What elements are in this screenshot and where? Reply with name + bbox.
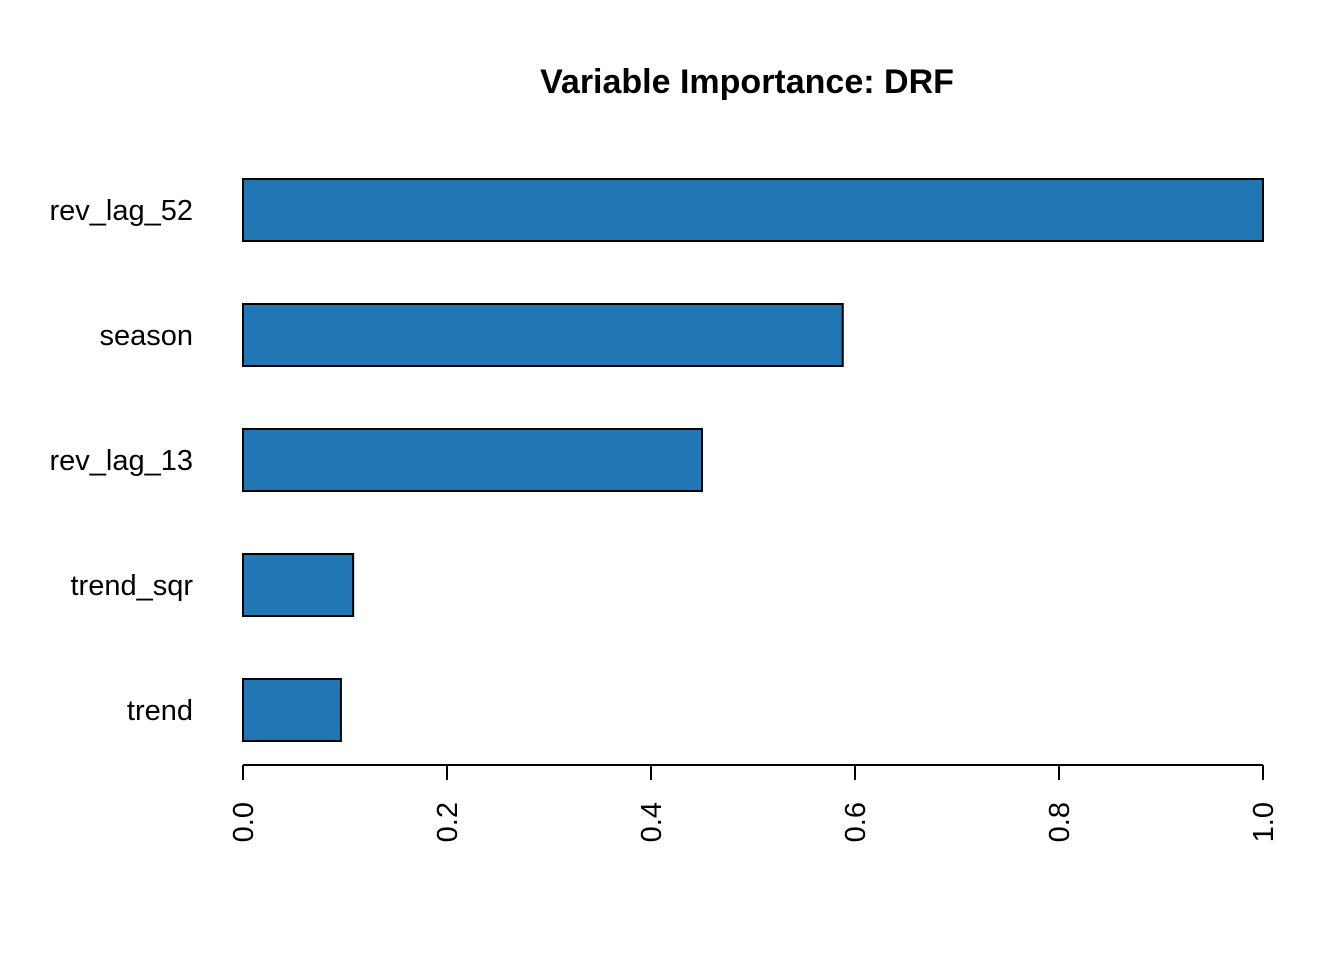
x-tick-label: 0.4 [636, 802, 668, 842]
category-label: rev_lag_52 [50, 195, 194, 227]
chart-title: Variable Importance: DRF [540, 63, 954, 101]
bars-group [242, 178, 1264, 742]
category-label: season [99, 320, 193, 352]
x-tick-label: 0.8 [1044, 802, 1076, 842]
category-label: rev_lag_13 [50, 445, 194, 477]
x-tick-label: 0.6 [840, 802, 872, 842]
bar-season [242, 303, 844, 367]
bar-trend-sqr [242, 553, 355, 617]
category-label: trend [127, 695, 193, 727]
x-tick-label: 1.0 [1248, 802, 1280, 842]
x-axis: 0.0 0.2 0.4 0.6 0.8 1.0 [228, 764, 1280, 842]
x-tick-label: 0.2 [432, 802, 464, 842]
bar-rev-lag-52 [242, 178, 1264, 242]
bar-trend [242, 678, 342, 742]
bar-rev-lag-13 [242, 428, 703, 492]
category-label: trend_sqr [70, 570, 193, 602]
x-tick-label: 0.0 [228, 802, 260, 842]
